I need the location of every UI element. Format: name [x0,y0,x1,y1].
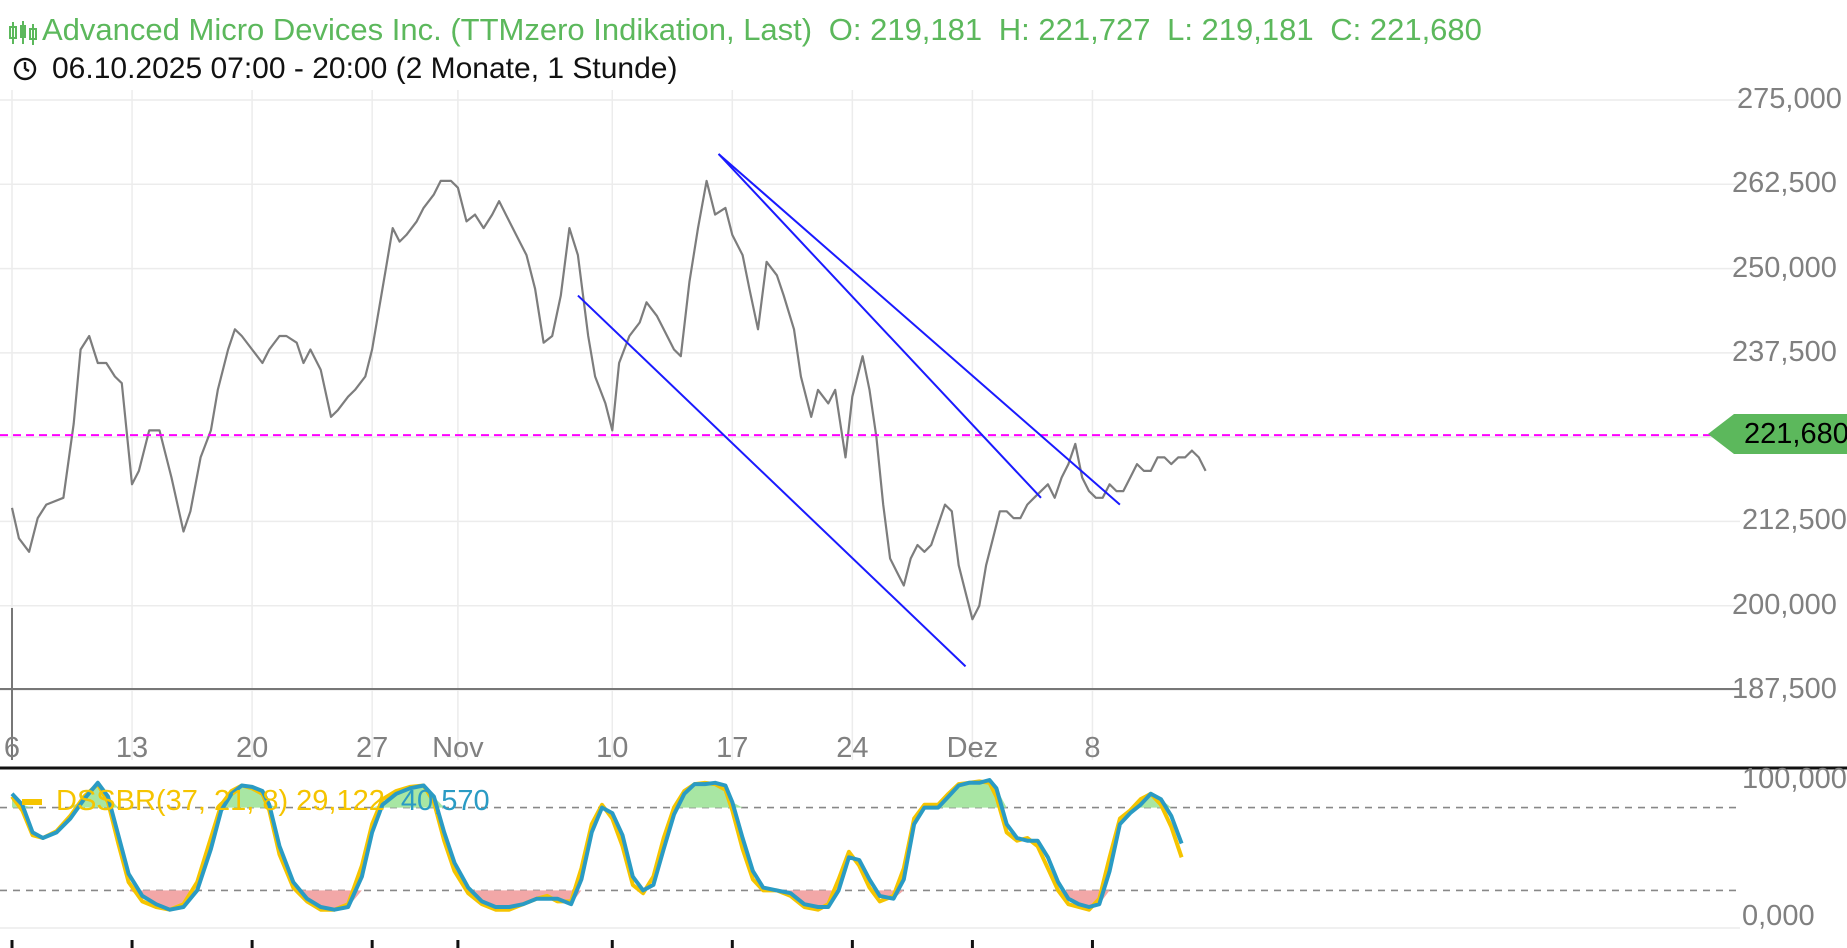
price-tick-label: 250,000 [1732,251,1837,284]
price-tick-label: 212,500 [1742,504,1847,537]
timeframe-label: 06.10.2025 07:00 - 20:00 (2 Monate, 1 St… [52,52,678,85]
trendline-2 [717,153,1121,506]
open-value: O: 219,181 [828,12,983,47]
clock-icon [13,57,37,81]
low-value: L: 219,181 [1167,12,1314,47]
date-tick-label: 6 [3,732,21,764]
date-tick-label: Nov [432,732,484,764]
date-tick-label: 17 [716,732,749,764]
date-tick-label: 27 [356,732,389,764]
date-tick-label: 13 [115,732,149,764]
trendline-3 [717,153,1042,499]
close-value: C: 221,680 [1330,12,1482,47]
price-series-line [10,179,1207,621]
oscillator-legend-value: 40,570 [400,785,490,817]
trendline-1 [577,294,967,668]
date-tick-label: 24 [836,732,869,764]
last-price-badge: 221,680 [1708,414,1847,454]
price-tick-label: 275,000 [1737,83,1842,115]
grid-lines [0,90,1740,760]
date-tick-label: 8 [1084,732,1101,764]
oscillator-tick-label: 100,000 [1742,763,1847,795]
price-tick-label: 262,500 [1732,167,1837,200]
high-value: H: 221,727 [998,12,1151,47]
price-tick-label: 237,500 [1732,335,1837,368]
dssbr-series-line [10,778,1184,912]
oscillator-tick-label: 0,000 [1742,900,1815,932]
date-tick-label: 10 [596,732,629,764]
signal-series-line [10,779,1184,912]
chart-title: Advanced Micro Devices Inc. (TTMzero Ind… [42,12,1482,48]
overbought-fill [12,780,1182,808]
instrument-name: Advanced Micro Devices Inc. (TTMzero Ind… [42,12,813,47]
signal-dash-icon [22,799,42,806]
oscillator-legend-text: DSSBR(37, 21, 8) 29,122 [56,785,385,817]
candlestick-icon [9,21,37,45]
price-tick-label: 187,500 [1732,673,1837,705]
oscillator-legend[interactable]: DSSBR(37, 21, 8) 29,122 40,570 [22,785,490,818]
date-tick-label: Dez [946,732,999,764]
price-tick-label: 200,000 [1732,588,1837,621]
date-tick-label: 20 [235,732,269,764]
ohlc-values: O: 219,181 H: 221,727 L: 219,181 C: 221,… [821,12,1482,47]
